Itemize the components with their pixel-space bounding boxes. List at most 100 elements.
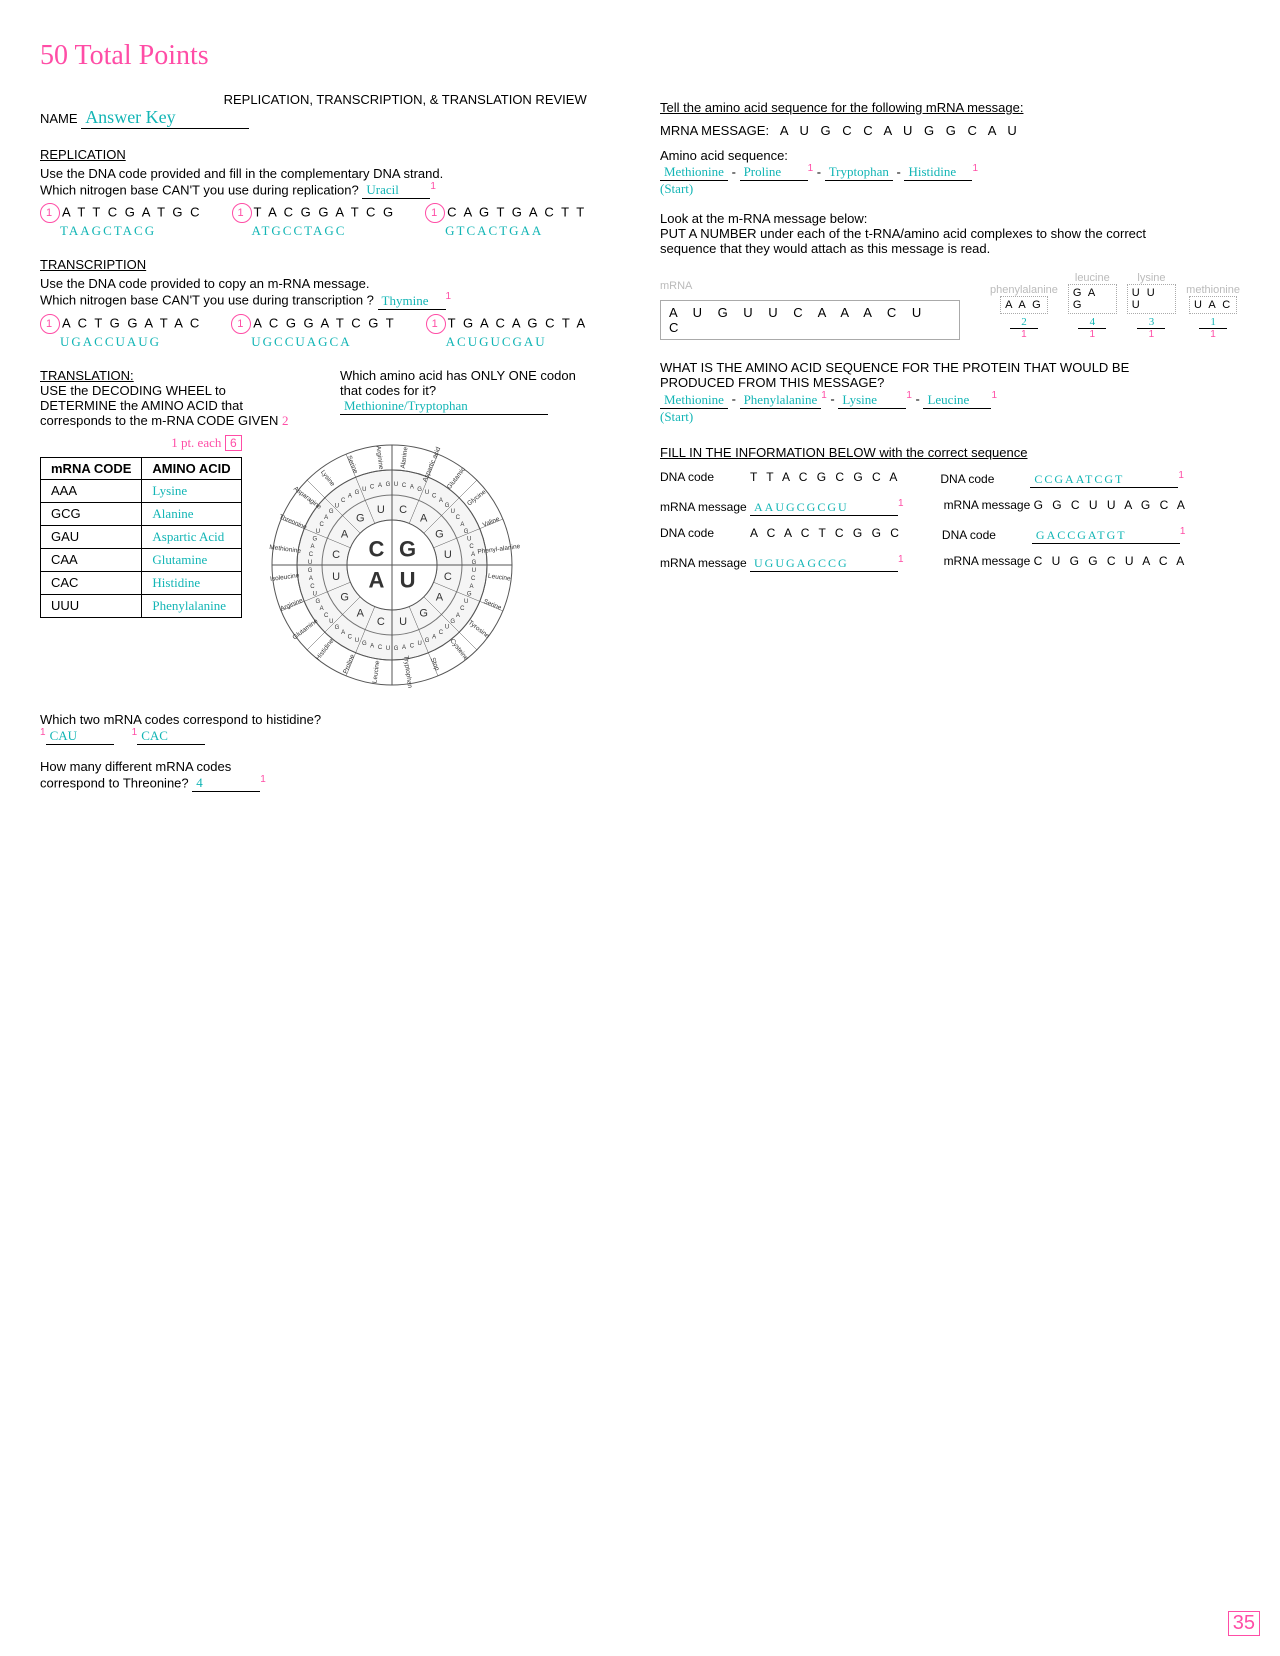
svg-text:Proline: Proline: [342, 653, 356, 675]
svg-text:G: G: [307, 568, 312, 574]
svg-text:A: A: [370, 643, 374, 649]
tr-dna-2: A C G G A T C G T: [253, 315, 395, 330]
svg-text:C: C: [370, 484, 375, 490]
threonine-ans: 4: [192, 775, 260, 792]
histidine-ans-2: CAC: [137, 728, 205, 745]
svg-text:Valine: Valine: [481, 515, 500, 528]
codon-code: GCG: [41, 502, 142, 525]
side-points: 2: [282, 413, 289, 428]
replication-q: Which nitrogen base CAN'T you use during…: [40, 181, 620, 199]
codon-aa: Alanine: [142, 502, 241, 525]
aa-ans-1: Methionine: [660, 164, 728, 181]
aa-note: (Start): [660, 181, 1240, 197]
svg-text:Isoleucine: Isoleucine: [269, 572, 299, 583]
svg-text:A: A: [460, 521, 464, 527]
svg-text:Methionine: Methionine: [269, 544, 302, 555]
rep-ans-2: ATGCCTAGC: [252, 223, 347, 238]
svg-text:U: U: [377, 504, 385, 516]
svg-text:U: U: [308, 560, 312, 566]
what-ans-3: Lysine: [838, 392, 906, 409]
fill-row: DNA codeT T A C G C G C ADNA codeCCGAATC…: [660, 470, 1240, 488]
svg-text:C: C: [444, 571, 452, 583]
tell-line: Tell the amino acid sequence for the fol…: [660, 100, 1240, 115]
svg-text:Lysine: Lysine: [319, 469, 336, 488]
svg-text:G: G: [312, 536, 317, 542]
svg-text:U: U: [332, 571, 340, 583]
tr-ans-1: UGACCUAUG: [60, 334, 161, 349]
mrna-seq: A U G C C A U G G C A U: [780, 123, 1021, 138]
point-marker: 1: [426, 314, 446, 334]
svg-text:G: G: [315, 599, 320, 605]
svg-text:G: G: [354, 490, 359, 496]
svg-text:U: U: [471, 568, 475, 574]
worksheet-title: REPLICATION, TRANSCRIPTION, & TRANSLATIO…: [224, 92, 587, 107]
translation-heading: TRANSLATION:: [40, 368, 320, 383]
replication-heading: REPLICATION: [40, 147, 620, 162]
tr-ans-3: ACUGUCGAU: [446, 334, 547, 349]
svg-text:U: U: [354, 638, 358, 644]
svg-text:Glutamic: Glutamic: [446, 465, 468, 490]
transcription-dna-row: 1A C T G G A T A CUGACCUAUG 1A C G G A T…: [40, 314, 620, 350]
svg-text:Arginine: Arginine: [279, 597, 304, 613]
svg-text:G: G: [393, 646, 398, 652]
svg-text:Arginine: Arginine: [374, 445, 384, 470]
total-points: 50 Total Points: [40, 40, 620, 72]
svg-text:U: U: [312, 591, 316, 597]
codon-hdr-aa: AMINO ACID: [142, 457, 241, 479]
point-marker: 1: [40, 314, 60, 334]
trna-num: 4: [1078, 316, 1106, 329]
rep-ans-3: GTCACTGAA: [445, 223, 543, 238]
svg-text:Glycine: Glycine: [466, 488, 488, 507]
svg-text:Glutamine: Glutamine: [291, 617, 319, 641]
codon-code: GAU: [41, 525, 142, 548]
svg-text:C: C: [341, 498, 346, 504]
codon-aa: Aspartic Acid: [142, 525, 241, 548]
svg-text:Stop: Stop: [429, 656, 441, 671]
translation-instr-3: corresponds to the m-RNA CODE GIVEN 2: [40, 413, 320, 429]
svg-text:C: C: [308, 552, 313, 558]
svg-text:G: G: [424, 638, 429, 644]
trna-anti: U U U: [1127, 284, 1176, 314]
what-ans-4: Leucine: [923, 392, 991, 409]
rep-dna-1: A T T C G A T G C: [62, 205, 202, 220]
trna-anti: U A C: [1189, 296, 1237, 314]
what-ans-1: Methionine: [660, 392, 728, 409]
what-note: (Start): [660, 409, 1240, 425]
svg-text:A: A: [438, 498, 442, 504]
svg-text:C: C: [409, 643, 414, 649]
svg-text:C: C: [347, 634, 352, 640]
svg-text:Serine: Serine: [345, 454, 359, 474]
svg-text:A: A: [471, 552, 475, 558]
rep-dna-3: C A G T G A C T T: [447, 205, 586, 220]
translation-instr-1: USE the DECODING WHEEL to: [40, 383, 320, 398]
codon-hdr-code: mRNA CODE: [41, 457, 142, 479]
svg-text:U: U: [385, 646, 389, 652]
svg-text:Cysteine: Cysteine: [448, 637, 469, 662]
svg-text:Tryptophan: Tryptophan: [402, 655, 413, 689]
pt-box: 6: [225, 435, 242, 451]
svg-text:U: U: [464, 599, 468, 605]
svg-text:C: C: [324, 613, 329, 619]
aa-ans-4: Histidine: [904, 164, 972, 181]
threonine-q-b: correspond to Threonine?: [40, 775, 189, 790]
trna-aa: methionine: [1186, 284, 1240, 296]
single-codon-q1: Which amino acid has ONLY ONE codon: [340, 368, 620, 383]
trna-aa: leucine: [1075, 272, 1110, 284]
svg-text:A: A: [309, 576, 313, 582]
aa-ans-3: Tryptophan: [825, 164, 893, 181]
trna-anti: G A G: [1068, 284, 1117, 314]
svg-text:C: C: [471, 576, 476, 582]
svg-text:A: A: [420, 512, 428, 524]
svg-text:C: C: [432, 493, 437, 499]
trna-aa: lysine: [1137, 272, 1165, 284]
svg-text:C: C: [319, 522, 324, 528]
mrna-strip: A U G U U C A A A C U C: [660, 300, 960, 340]
svg-text:A: A: [341, 528, 349, 540]
codon-aa: Lysine: [142, 479, 241, 502]
what-q-1: WHAT IS THE AMINO ACID SEQUENCE FOR THE …: [660, 360, 1240, 375]
histidine-ans-1: CAU: [46, 728, 114, 745]
fill-header: FILL IN THE INFORMATION BELOW with the c…: [660, 445, 1240, 460]
svg-text:C: C: [399, 504, 407, 516]
point-marker: 1: [40, 203, 60, 223]
svg-text:C: C: [469, 544, 474, 550]
